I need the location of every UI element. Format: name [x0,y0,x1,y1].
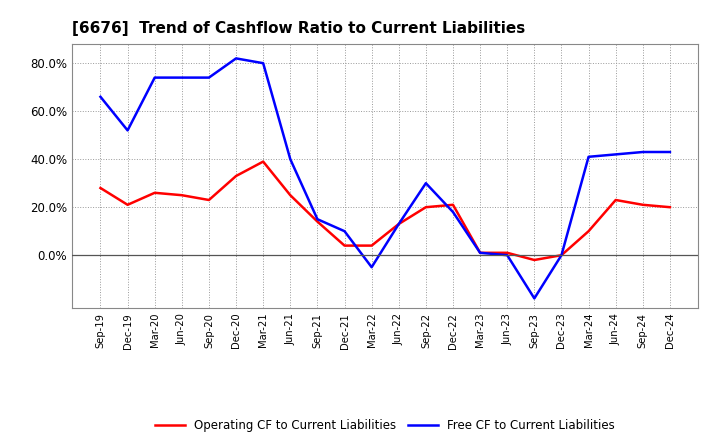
Free CF to Current Liabilities [395,221,403,227]
Free CF to Current Liabilities [150,75,159,80]
Operating CF to Current Liabilities [395,221,403,227]
Operating CF to Current Liabilities [259,159,268,164]
Free CF to Current Liabilities [367,264,376,270]
Operating CF to Current Liabilities [503,250,511,256]
Free CF to Current Liabilities [449,209,457,215]
Operating CF to Current Liabilities [232,173,240,179]
Operating CF to Current Liabilities [178,193,186,198]
Free CF to Current Liabilities [232,56,240,61]
Free CF to Current Liabilities [421,180,430,186]
Line: Operating CF to Current Liabilities: Operating CF to Current Liabilities [101,161,670,260]
Free CF to Current Liabilities [341,228,349,234]
Free CF to Current Liabilities [503,253,511,258]
Operating CF to Current Liabilities [449,202,457,207]
Free CF to Current Liabilities [286,157,294,162]
Operating CF to Current Liabilities [204,198,213,203]
Free CF to Current Liabilities [530,296,539,301]
Operating CF to Current Liabilities [639,202,647,207]
Operating CF to Current Liabilities [476,250,485,256]
Free CF to Current Liabilities [204,75,213,80]
Operating CF to Current Liabilities [286,193,294,198]
Operating CF to Current Liabilities [313,219,322,224]
Free CF to Current Liabilities [259,61,268,66]
Operating CF to Current Liabilities [150,190,159,195]
Operating CF to Current Liabilities [584,228,593,234]
Free CF to Current Liabilities [178,75,186,80]
Operating CF to Current Liabilities [341,243,349,248]
Operating CF to Current Liabilities [123,202,132,207]
Free CF to Current Liabilities [96,94,105,99]
Free CF to Current Liabilities [584,154,593,159]
Line: Free CF to Current Liabilities: Free CF to Current Liabilities [101,59,670,298]
Operating CF to Current Liabilities [96,185,105,191]
Text: [6676]  Trend of Cashflow Ratio to Current Liabilities: [6676] Trend of Cashflow Ratio to Curren… [72,21,526,36]
Operating CF to Current Liabilities [557,253,566,258]
Operating CF to Current Liabilities [421,205,430,210]
Free CF to Current Liabilities [557,253,566,258]
Free CF to Current Liabilities [639,149,647,154]
Operating CF to Current Liabilities [611,198,620,203]
Operating CF to Current Liabilities [665,205,674,210]
Free CF to Current Liabilities [313,216,322,222]
Free CF to Current Liabilities [611,152,620,157]
Legend: Operating CF to Current Liabilities, Free CF to Current Liabilities: Operating CF to Current Liabilities, Fre… [150,414,620,436]
Free CF to Current Liabilities [665,149,674,154]
Free CF to Current Liabilities [123,128,132,133]
Operating CF to Current Liabilities [367,243,376,248]
Free CF to Current Liabilities [476,250,485,256]
Operating CF to Current Liabilities [530,257,539,263]
